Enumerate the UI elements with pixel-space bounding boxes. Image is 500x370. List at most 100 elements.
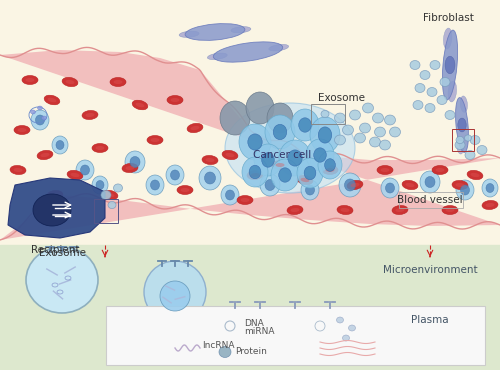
Ellipse shape — [470, 173, 480, 177]
Ellipse shape — [246, 92, 274, 124]
Text: Blood vessel: Blood vessel — [397, 195, 463, 205]
Ellipse shape — [102, 190, 118, 200]
Ellipse shape — [318, 127, 332, 143]
Ellipse shape — [242, 157, 268, 187]
Ellipse shape — [37, 150, 53, 159]
Text: Cancer cell: Cancer cell — [253, 150, 311, 160]
Ellipse shape — [321, 110, 329, 118]
Ellipse shape — [76, 160, 94, 180]
Ellipse shape — [456, 98, 468, 152]
Ellipse shape — [287, 205, 303, 215]
Ellipse shape — [298, 118, 312, 132]
Ellipse shape — [86, 113, 94, 117]
Ellipse shape — [386, 183, 394, 193]
Text: miRNA: miRNA — [244, 327, 274, 336]
Ellipse shape — [458, 118, 466, 132]
Ellipse shape — [381, 178, 399, 198]
Ellipse shape — [147, 135, 163, 145]
Ellipse shape — [170, 98, 179, 102]
Ellipse shape — [374, 127, 386, 137]
Ellipse shape — [339, 173, 361, 197]
Ellipse shape — [455, 141, 465, 149]
Ellipse shape — [62, 77, 78, 87]
Ellipse shape — [48, 98, 56, 102]
Ellipse shape — [276, 163, 284, 167]
Text: lncRNA: lncRNA — [202, 340, 234, 350]
Ellipse shape — [271, 159, 299, 191]
Ellipse shape — [452, 181, 468, 189]
Ellipse shape — [326, 168, 334, 172]
Ellipse shape — [144, 261, 206, 323]
Ellipse shape — [199, 166, 221, 190]
Text: DNA: DNA — [244, 319, 264, 327]
Ellipse shape — [222, 150, 238, 159]
Ellipse shape — [239, 124, 271, 160]
Ellipse shape — [267, 103, 293, 133]
Ellipse shape — [477, 145, 487, 155]
Ellipse shape — [425, 176, 435, 188]
Ellipse shape — [14, 125, 30, 135]
Ellipse shape — [70, 173, 80, 177]
Ellipse shape — [114, 184, 122, 192]
Ellipse shape — [420, 71, 430, 80]
Ellipse shape — [225, 103, 355, 193]
Ellipse shape — [214, 42, 282, 62]
Ellipse shape — [202, 155, 218, 165]
Polygon shape — [0, 50, 500, 240]
Ellipse shape — [10, 165, 26, 175]
Ellipse shape — [310, 117, 340, 153]
Ellipse shape — [31, 110, 49, 130]
Ellipse shape — [254, 144, 282, 176]
Ellipse shape — [96, 146, 104, 150]
Ellipse shape — [180, 188, 190, 192]
Ellipse shape — [150, 180, 160, 190]
Ellipse shape — [66, 80, 74, 84]
Text: Recipient: Recipient — [31, 245, 79, 255]
Ellipse shape — [52, 136, 68, 154]
Ellipse shape — [190, 126, 200, 130]
Ellipse shape — [415, 84, 425, 92]
Ellipse shape — [56, 141, 64, 149]
Ellipse shape — [185, 24, 245, 40]
Ellipse shape — [269, 44, 288, 51]
Ellipse shape — [324, 159, 336, 171]
Ellipse shape — [406, 183, 414, 187]
Ellipse shape — [150, 138, 160, 142]
Ellipse shape — [337, 205, 353, 215]
Ellipse shape — [237, 195, 253, 205]
Ellipse shape — [372, 113, 384, 123]
Ellipse shape — [306, 185, 314, 195]
Ellipse shape — [340, 208, 349, 212]
Ellipse shape — [350, 183, 360, 187]
Ellipse shape — [187, 123, 203, 132]
Ellipse shape — [208, 53, 227, 60]
Ellipse shape — [247, 171, 263, 179]
Ellipse shape — [80, 165, 90, 175]
Ellipse shape — [122, 164, 138, 172]
Ellipse shape — [342, 335, 349, 341]
Ellipse shape — [432, 165, 448, 175]
Ellipse shape — [442, 205, 458, 215]
Ellipse shape — [377, 165, 393, 175]
Ellipse shape — [146, 175, 164, 195]
Ellipse shape — [344, 179, 356, 191]
Ellipse shape — [273, 124, 287, 139]
Ellipse shape — [348, 325, 356, 331]
Ellipse shape — [50, 193, 59, 197]
Ellipse shape — [460, 185, 469, 195]
Ellipse shape — [26, 247, 98, 313]
Ellipse shape — [279, 140, 311, 176]
Ellipse shape — [219, 346, 231, 357]
Ellipse shape — [444, 28, 452, 49]
Text: Exosome: Exosome — [38, 248, 86, 258]
FancyBboxPatch shape — [106, 306, 485, 365]
Ellipse shape — [410, 61, 420, 70]
Ellipse shape — [136, 103, 144, 107]
Ellipse shape — [360, 123, 370, 133]
Ellipse shape — [436, 168, 444, 172]
Ellipse shape — [250, 173, 260, 177]
Ellipse shape — [288, 150, 302, 166]
Bar — [0, 245, 500, 370]
Ellipse shape — [226, 153, 234, 157]
Ellipse shape — [430, 61, 440, 70]
